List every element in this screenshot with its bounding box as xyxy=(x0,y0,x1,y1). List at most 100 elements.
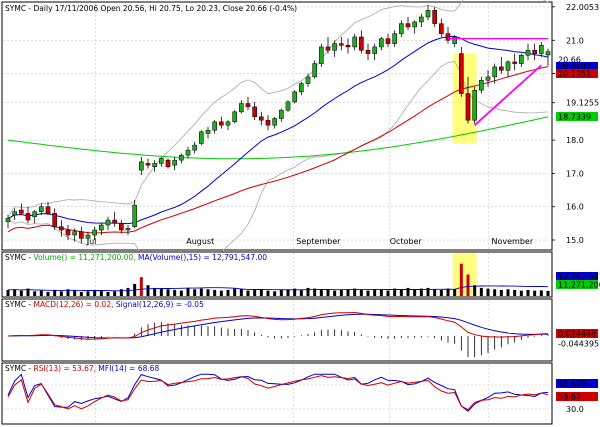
candle-body xyxy=(359,36,364,51)
price-marker-bg xyxy=(556,69,598,78)
candle-body xyxy=(305,76,311,84)
macd-panel: SYMC - MACD(12,26) = 0.02, Signal(12,26,… xyxy=(1,298,553,362)
candle-body xyxy=(419,16,424,23)
x-axis-label: September xyxy=(296,237,341,246)
candle-body xyxy=(165,159,171,168)
candle-body xyxy=(452,36,457,44)
candle-body xyxy=(385,38,391,44)
candle-body xyxy=(239,103,244,113)
price-axis-label: 21.0 xyxy=(566,36,584,45)
candle-body xyxy=(339,43,344,46)
candle-body xyxy=(319,46,324,64)
candle-body xyxy=(472,89,477,121)
volume-marker: 11,271,200 xyxy=(556,280,600,290)
price-marker: 20.66 xyxy=(556,55,598,65)
svg-text:SYMC - MACD(12,26) = 0.02, Sig: SYMC - MACD(12,26) = 0.02, Signal(12,26,… xyxy=(5,300,204,309)
candle-body xyxy=(12,211,17,216)
candle-body xyxy=(432,10,437,24)
candle-body xyxy=(325,46,331,51)
mfi-line xyxy=(7,373,549,412)
candle-body xyxy=(499,66,504,71)
macd-line xyxy=(7,311,549,340)
price-axis-label: 17.0 xyxy=(566,169,584,178)
rsi-line xyxy=(7,375,549,411)
candle-body xyxy=(179,154,184,161)
price-header: SYMC - Daily 17/11/2006 Open 20.56, Hi 2… xyxy=(5,4,297,13)
ma-slow-line xyxy=(7,116,549,160)
candle-body xyxy=(232,111,237,123)
candle-body xyxy=(292,91,297,103)
candle-body xyxy=(525,50,531,56)
candle-body xyxy=(192,144,197,151)
macd-signal-label: Signal(12,26,9) = -0.05 xyxy=(116,300,204,309)
candle-body xyxy=(52,213,57,227)
rsi-marker-text: 53.67 xyxy=(558,393,581,402)
rsi-marker: 53.67 xyxy=(556,392,598,402)
candle-body xyxy=(539,45,544,54)
price-marker-text: 20.66 xyxy=(558,56,581,65)
price-marker-bg xyxy=(556,112,598,121)
svg-text:SYMC - RSI(13) = 53.67, MFI(14: SYMC - RSI(13) = 53.67, MFI(14) = 68.68 xyxy=(5,364,160,373)
price-marker-text: 20.4103 xyxy=(558,63,591,72)
candle-body xyxy=(352,36,357,48)
candle-body xyxy=(392,33,397,44)
volume-marker-text: 12,791,547 xyxy=(558,273,600,282)
candle-body xyxy=(345,45,351,48)
price-marker: 20.1351 xyxy=(556,69,598,79)
x-axis-label: November xyxy=(492,237,534,246)
macd-marker-text: -0.044395 xyxy=(558,340,599,349)
rsi-panel: SYMC - RSI(13) = 53.67, MFI(14) = 68.68 xyxy=(1,362,553,425)
volume-marker-text: 11,271,200 xyxy=(558,281,600,290)
candle-body xyxy=(445,33,451,41)
price-marker-text: 18.7339 xyxy=(558,113,591,122)
candle-body xyxy=(512,61,517,64)
candle-body xyxy=(65,229,71,236)
volume-ma-line xyxy=(7,285,549,292)
candle-body xyxy=(39,206,44,212)
candle-body xyxy=(285,101,291,111)
candle-body xyxy=(159,158,164,164)
candle-body xyxy=(205,129,211,134)
x-axis-label: Jul xyxy=(86,237,97,246)
ma-mid-line xyxy=(7,66,549,234)
candle-body xyxy=(219,121,224,126)
candle-body xyxy=(519,55,524,64)
macd-marker-text: 0.024448 xyxy=(558,330,596,339)
macd-marker: -0.044395 xyxy=(556,339,599,349)
rsi-marker: 68.675 xyxy=(556,379,598,389)
candle-body xyxy=(485,76,491,81)
volume-highlight xyxy=(452,253,477,296)
price-marker-bg xyxy=(556,62,598,71)
candle-body xyxy=(312,63,317,78)
candle-body xyxy=(252,106,257,118)
macd-label: MACD(12,26) = 0.02, xyxy=(34,300,116,309)
candle-body xyxy=(112,219,117,224)
candle-body xyxy=(299,83,304,93)
candle-body xyxy=(532,50,537,54)
candle-body xyxy=(125,228,131,231)
upper-band-line xyxy=(7,0,549,217)
candle-body xyxy=(132,204,137,227)
macd-marker-bg xyxy=(556,329,598,338)
price-axis-label: 19.1255 xyxy=(566,99,599,108)
rsi-axis-label: 30.0 xyxy=(566,405,584,414)
candle-body xyxy=(145,163,151,166)
price-axis-label: 22.0053 xyxy=(566,3,599,12)
candle-body xyxy=(59,226,64,231)
candle-body xyxy=(459,53,464,94)
macd-signal-line xyxy=(7,313,549,339)
candle-body xyxy=(119,223,124,231)
x-axis-label: August xyxy=(186,237,214,246)
macd-marker: 0.024448 xyxy=(556,329,598,339)
candle-body xyxy=(99,224,104,231)
candle-body xyxy=(372,46,377,54)
candle-body xyxy=(19,209,24,214)
volume-marker: 12,791,547 xyxy=(556,272,600,282)
rsi-marker-bg xyxy=(556,379,598,388)
candle-body xyxy=(425,10,431,18)
candle-body xyxy=(92,229,97,236)
candle-body xyxy=(25,213,31,221)
price-panel: SYMC - Daily 17/11/2006 Open 20.56, Hi 2… xyxy=(1,0,553,272)
candle-body xyxy=(399,23,404,34)
